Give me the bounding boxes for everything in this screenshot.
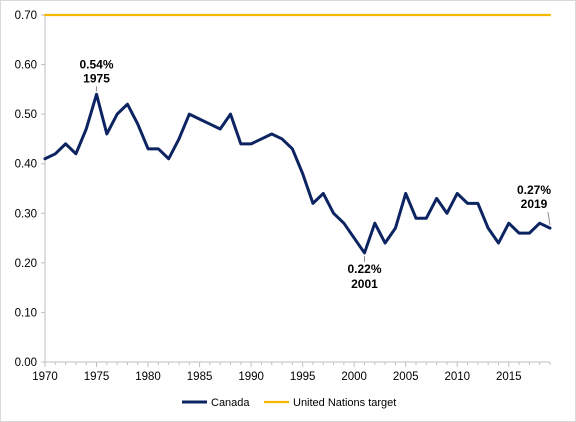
series-line-canada [43, 92, 552, 255]
axes: 0.00 0.10 0.20 0.30 0.40 0.50 0.60 0.70 1970 1975… [15, 10, 551, 383]
annotation-leader [547, 212, 551, 226]
x-tick-label: 2005 [393, 371, 419, 383]
x-tick-label: 1985 [187, 371, 213, 383]
y-tick-label: 0.40 [15, 159, 37, 171]
annotation-value: 0.54% [80, 57, 114, 71]
x-tick-label: 2010 [444, 371, 470, 383]
y-tick-label: 0.30 [15, 208, 37, 220]
y-tick-label: 0.00 [15, 357, 37, 369]
x-tick-label: 1995 [290, 371, 316, 383]
x-tick-label: 2015 [496, 371, 522, 383]
legend-label-canada: Canada [211, 397, 250, 409]
legend-label-un-target: United Nations target [293, 397, 396, 409]
y-tick-label: 0.70 [15, 10, 37, 22]
annotation-year: 1975 [83, 71, 110, 85]
legend: Canada United Nations target [182, 397, 396, 409]
annotation-year: 2019 [521, 197, 548, 211]
y-tick-label: 0.20 [15, 258, 37, 270]
x-tick-label: 1970 [32, 371, 58, 383]
series-layer [43, 13, 552, 255]
x-tick-label: 1975 [84, 371, 110, 383]
x-tick-label: 1990 [238, 371, 264, 383]
annotation-value: 0.27% [517, 183, 551, 197]
y-tick-label: 0.50 [15, 109, 37, 121]
y-tick-label: 0.10 [15, 307, 37, 319]
x-tick-label: 1980 [135, 371, 161, 383]
x-tick-label: 2000 [341, 371, 367, 383]
y-tick-label: 0.60 [15, 60, 37, 72]
annotations-layer: 0.54%1975 0.22%2001 0.27%2019 [80, 57, 552, 291]
annotation-year: 2001 [351, 277, 378, 291]
annotation-value: 0.22% [347, 262, 381, 276]
